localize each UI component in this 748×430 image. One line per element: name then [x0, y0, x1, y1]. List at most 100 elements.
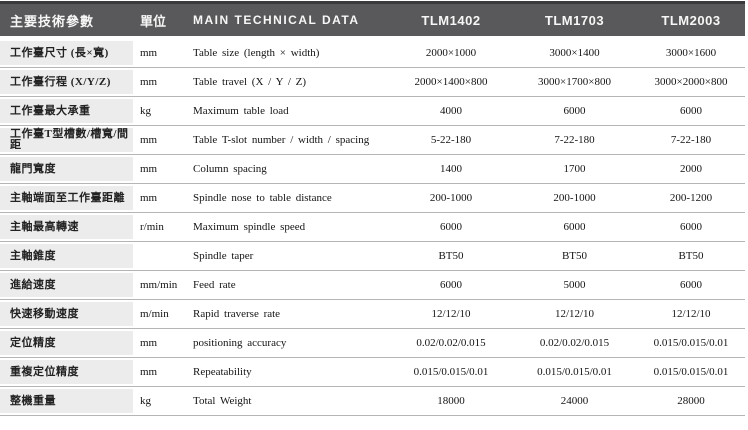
param-label: 主軸端面至工作臺距離 [0, 184, 133, 212]
header-param-label: 主要技術參數 [10, 13, 95, 29]
value-tlm1402: 200-1000 [429, 191, 473, 204]
english-label: Total Weight [193, 394, 252, 407]
value-tlm2003: 28000 [677, 394, 705, 407]
english-label: positioning accuracy [193, 336, 287, 349]
table-row: 主軸錐度 Spindle taper BT50 BT50 BT50 [0, 242, 745, 271]
table-row: 主軸最高轉速 r/min Maximum spindle speed 6000 … [0, 213, 745, 242]
value-tlm1703: 3000×1400 [549, 46, 600, 59]
english-label: Spindle taper [193, 249, 254, 262]
value-tlm1402: 0.02/0.02/0.015 [416, 336, 486, 349]
value-tlm1703: 7-22-180 [554, 133, 595, 146]
table-row: 工作臺行程 (X/Y/Z) mm Table travel (X / Y / Z… [0, 68, 745, 97]
value-tlm1703: 6000 [563, 220, 586, 233]
value-tlm2003: 200-1200 [669, 191, 713, 204]
value-tlm1402: BT50 [438, 249, 464, 262]
unit-label: mm [140, 133, 158, 146]
value-tlm1402: 1400 [440, 162, 462, 175]
value-tlm1402: 12/12/10 [431, 307, 471, 320]
unit-label: mm/min [140, 278, 178, 291]
value-tlm1402: 6000 [440, 220, 462, 233]
value-tlm2003: 0.015/0.015/0.01 [653, 336, 729, 349]
table-row: 工作臺T型槽數/槽寬/間距 mm Table T-slot number / w… [0, 126, 745, 155]
value-tlm2003: 0.015/0.015/0.01 [653, 365, 729, 378]
table-row: 主軸端面至工作臺距離 mm Spindle nose to table dist… [0, 184, 745, 213]
value-tlm1703: 12/12/10 [554, 307, 595, 320]
english-label: Table size (length × width) [193, 46, 320, 59]
unit-label: mm [140, 336, 158, 349]
value-tlm1703: BT50 [561, 249, 588, 262]
param-label: 主軸最高轉速 [0, 213, 133, 241]
param-label: 整機重量 [0, 387, 133, 415]
value-tlm1402: 4000 [440, 104, 462, 117]
value-tlm2003: 12/12/10 [671, 307, 711, 320]
unit-label: kg [140, 104, 151, 117]
english-label: Column spacing [193, 162, 267, 175]
english-label: Rapid traverse rate [193, 307, 281, 320]
unit-label: m/min [140, 307, 169, 320]
unit-label [133, 242, 193, 270]
value-tlm1402: 5-22-180 [430, 133, 472, 146]
value-tlm2003: 3000×2000×800 [654, 75, 728, 88]
header-main-technical-data-label: MAIN TECHNICAL DATA [193, 13, 360, 27]
value-tlm1703: 0.015/0.015/0.01 [537, 365, 612, 378]
param-label: 定位精度 [0, 329, 133, 357]
table-row: 重複定位精度 mm Repeatability 0.015/0.015/0.01… [0, 358, 745, 387]
table-row: 工作臺最大承重 kg Maximum table load 4000 6000 … [0, 97, 745, 126]
value-tlm1703: 5000 [563, 278, 586, 291]
value-tlm1703: 3000×1700×800 [538, 75, 611, 88]
table-row: 快速移動速度 m/min Rapid traverse rate 12/12/1… [0, 300, 745, 329]
table-row: 定位精度 mm positioning accuracy 0.02/0.02/0… [0, 329, 745, 358]
table-row: 進給速度 mm/min Feed rate 6000 5000 6000 [0, 271, 745, 300]
value-tlm1402: 2000×1400×800 [414, 75, 488, 88]
english-label: Spindle nose to table distance [193, 191, 332, 204]
unit-label: r/min [140, 220, 164, 233]
unit-label: mm [140, 365, 158, 378]
param-label: 工作臺尺寸 (長×寬) [0, 39, 133, 67]
param-label: 主軸錐度 [0, 242, 133, 270]
english-label: Table T-slot number / width / spacing [193, 133, 370, 146]
english-label: Table travel (X / Y / Z) [193, 75, 307, 88]
value-tlm2003: 3000×1600 [665, 46, 717, 59]
value-tlm2003: 6000 [680, 278, 702, 291]
value-tlm2003: 2000 [680, 162, 702, 175]
value-tlm1703: 6000 [563, 104, 586, 117]
param-label: 進給速度 [0, 271, 133, 299]
param-label: 工作臺行程 (X/Y/Z) [0, 68, 133, 96]
value-tlm2003: 7-22-180 [670, 133, 712, 146]
english-label: Maximum table load [193, 104, 289, 117]
value-tlm1402: 18000 [437, 394, 465, 407]
value-tlm1703: 200-1000 [553, 191, 596, 204]
header-model-tlm1402: TLM1402 [421, 12, 481, 28]
unit-label: mm [140, 191, 158, 204]
spec-table: 主要技術參數 單位 MAIN TECHNICAL DATA TLM1402 TL… [0, 1, 745, 416]
param-label: 工作臺最大承重 [0, 97, 133, 125]
unit-label: mm [140, 75, 158, 88]
header-unit-label: 單位 [140, 13, 167, 29]
value-tlm1703: 1700 [563, 162, 586, 175]
english-label: Repeatability [193, 365, 252, 378]
param-label: 快速移動速度 [0, 300, 133, 328]
table-body: 工作臺尺寸 (長×寬) mm Table size (length × widt… [0, 39, 745, 416]
param-label: 龍門寬度 [0, 155, 133, 183]
table-row: 龍門寬度 mm Column spacing 1400 1700 2000 [0, 155, 745, 184]
table-row: 整機重量 kg Total Weight 18000 24000 28000 [0, 387, 745, 416]
value-tlm1402: 2000×1000 [425, 46, 477, 59]
unit-label: mm [140, 162, 158, 175]
english-label: Maximum spindle speed [193, 220, 306, 233]
header-model-tlm1703: TLM1703 [544, 12, 605, 28]
value-tlm2003: BT50 [678, 249, 704, 262]
english-label: Feed rate [193, 278, 236, 291]
value-tlm1703: 0.02/0.02/0.015 [539, 336, 610, 349]
header-model-tlm2003: TLM2003 [661, 12, 721, 28]
unit-label: kg [140, 394, 151, 407]
value-tlm1703: 24000 [560, 394, 589, 407]
table-row: 工作臺尺寸 (長×寬) mm Table size (length × widt… [0, 39, 745, 68]
param-label: 重複定位精度 [0, 358, 133, 386]
value-tlm2003: 6000 [680, 220, 702, 233]
value-tlm1402: 6000 [440, 278, 462, 291]
value-tlm1402: 0.015/0.015/0.01 [413, 365, 489, 378]
value-tlm2003: 6000 [680, 104, 702, 117]
param-label: 工作臺T型槽數/槽寬/間距 [0, 126, 133, 154]
unit-label: mm [140, 46, 158, 59]
table-header: 主要技術參數 單位 MAIN TECHNICAL DATA TLM1402 TL… [0, 1, 745, 36]
